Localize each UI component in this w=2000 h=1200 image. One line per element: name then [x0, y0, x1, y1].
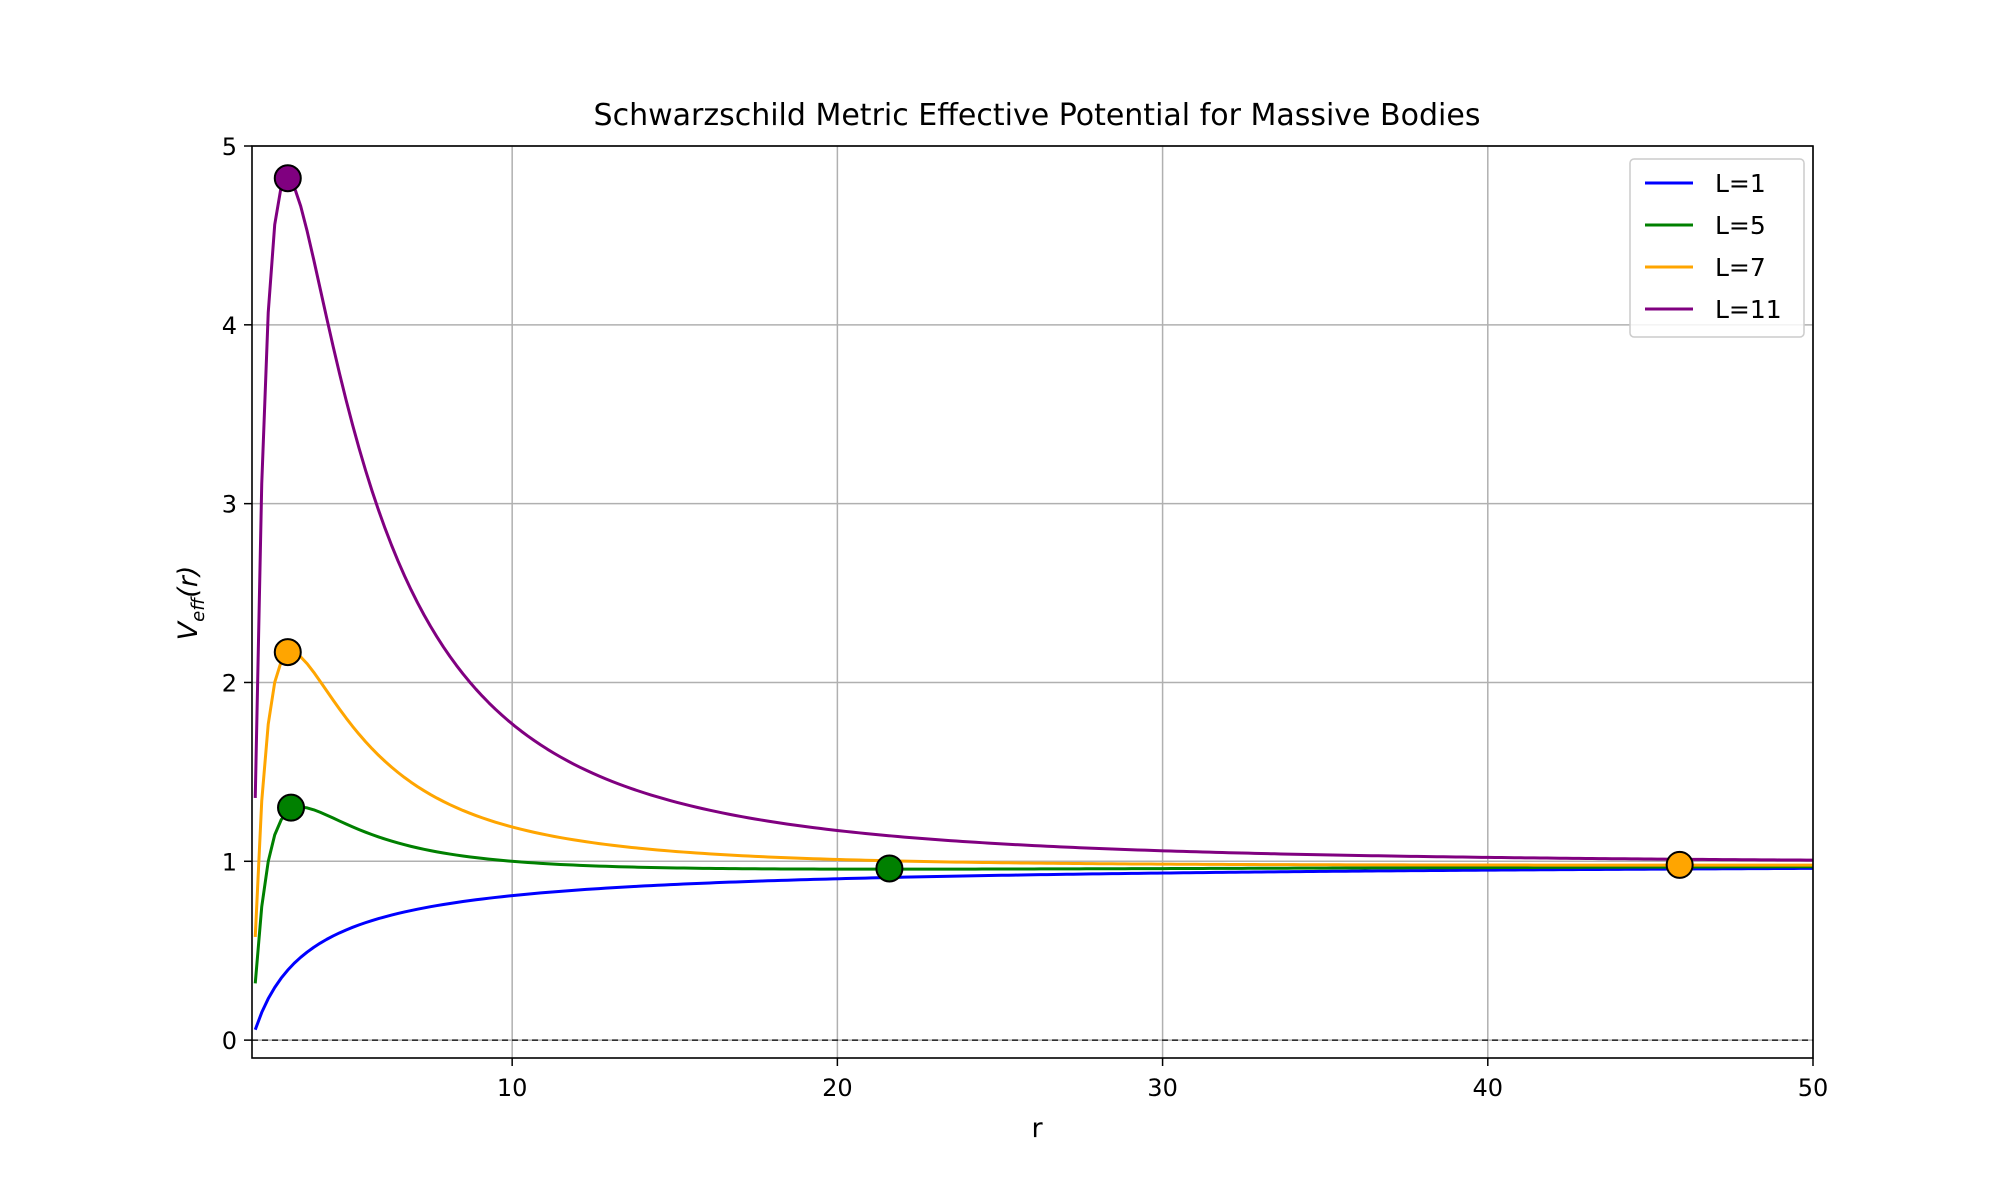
series-line-l-5 [253, 805, 1814, 984]
y-axis-label-tail: (r) [173, 566, 204, 598]
x-tick-label: 40 [1473, 1074, 1504, 1102]
series-line-l-7 [253, 651, 1813, 938]
grid [252, 145, 1814, 1058]
legend-box [1629, 158, 1805, 338]
x-tick-label: 20 [822, 1074, 853, 1102]
x-tick-label: 50 [1798, 1074, 1829, 1102]
y-axis-label-main: V [173, 619, 204, 640]
y-axis-label-subscript: eff [188, 596, 209, 622]
y-tick-label: 1 [222, 848, 237, 876]
extremum-point [273, 164, 302, 193]
series-line-l-1 [253, 866, 1814, 1031]
extrema-markers [273, 164, 1694, 883]
y-tick-label: 0 [222, 1027, 237, 1055]
legend-label: L=7 [1715, 253, 1766, 282]
chart-title: Schwarzschild Metric Effective Potential… [594, 98, 1481, 133]
legend-label: L=1 [1715, 169, 1766, 198]
y-tick-label: 2 [222, 669, 237, 697]
x-axis-ticks: 10 20 30 40 50 [497, 1058, 1828, 1102]
extremum-point [1665, 850, 1694, 879]
series-line-l-11 [253, 176, 1814, 862]
extremum-point [875, 854, 904, 883]
legend: L=1 L=5 L=7 L=11 [1629, 158, 1805, 338]
y-axis-ticks: 0 1 2 3 4 5 [222, 133, 252, 1055]
y-tick-label: 4 [222, 312, 237, 340]
extremum-point [277, 793, 306, 822]
x-tick-label: 30 [1147, 1074, 1178, 1102]
plot-frame [251, 145, 1814, 1059]
y-tick-label: 5 [222, 133, 237, 161]
y-axis-label: Veff(r) [173, 566, 209, 641]
series-layer [253, 176, 1814, 1031]
x-tick-label: 10 [497, 1074, 528, 1102]
x-axis-label: r [1031, 1113, 1043, 1144]
extremum-point [273, 638, 302, 667]
y-tick-label: 3 [222, 491, 237, 519]
legend-label: L=5 [1715, 211, 1766, 240]
legend-label: L=11 [1715, 295, 1782, 324]
